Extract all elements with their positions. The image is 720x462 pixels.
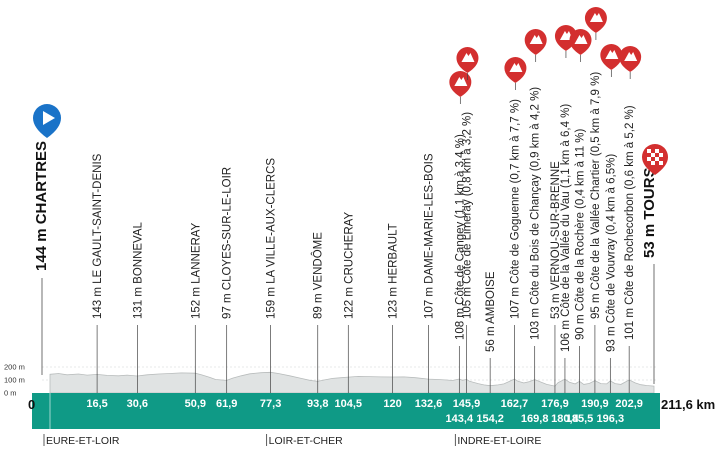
region-label: EURE-ET-LOIR — [46, 435, 120, 447]
town-label: 123 m HERBAULT — [388, 223, 400, 319]
finish-checker-square — [651, 153, 655, 157]
town-label: 89 m VENDÔME — [312, 232, 325, 319]
start-distance-label: 0 — [28, 397, 35, 412]
finish-town-label: 53 m TOURS — [641, 167, 658, 258]
climb-mountain-glyph — [559, 31, 573, 40]
finish-checker-square — [647, 149, 651, 153]
climb-label: 107 m Côte de Goguenne (0,7 km à 7,7 %) — [509, 99, 521, 319]
town-label: 97 m CLOYES-SUR-LE-LOIR — [222, 167, 234, 319]
waypoint-km-label: 77,3 — [260, 398, 281, 410]
waypoint-km-label: 176,9 — [541, 398, 569, 410]
elevation-tick-label: 0 m — [4, 389, 17, 398]
waypoint-km-label: 93,8 — [307, 398, 328, 410]
climb-label: 106 m Côte de la Vallée du Vau (1,1 km à… — [560, 104, 572, 352]
start-town-label: 144 m CHARTRES — [33, 141, 50, 271]
region-label: INDRE-ET-LOIRE — [457, 435, 541, 447]
climb-label: 101 m Côte de Rochecorbon (0,6 km à 5,2 … — [624, 105, 636, 340]
town-label: 143 m LE GAULT-SAINT-DENIS — [92, 153, 104, 319]
town-label: 152 m LANNERAY — [190, 222, 202, 319]
town-label: 53 m VERNOU-SUR-BRENNE — [550, 161, 562, 319]
waypoint-km-label: 143,4 — [446, 413, 474, 425]
waypoint-km-label: 104,5 — [335, 398, 363, 410]
waypoint-km-label: 50,9 — [185, 398, 206, 410]
start-play-triangle — [43, 111, 55, 125]
finish-checker-square — [651, 161, 655, 165]
waypoint-km-label: 61,9 — [216, 398, 237, 410]
total-distance-label: 211,6 km — [661, 397, 715, 412]
waypoint-km-label: 196,3 — [597, 413, 625, 425]
elevation-profile-area — [49, 371, 655, 394]
climb-mountain-glyph — [454, 77, 468, 86]
waypoint-km-label: 185,5 — [566, 413, 594, 425]
climb-label: 105 m Côte de Limeray (0,8 km à 3,2 %) — [461, 112, 473, 319]
waypoint-km-label: 202,9 — [615, 398, 643, 410]
climb-mountain-glyph — [461, 53, 475, 62]
finish-checker-square — [647, 157, 651, 161]
finish-checker-square — [655, 149, 659, 153]
climb-mountain-glyph — [509, 63, 523, 72]
finish-checker-square — [655, 157, 659, 161]
finish-checker-square — [659, 161, 663, 165]
town-label: 159 m LA VILLE-AUX-CLERCS — [266, 158, 278, 319]
climb-label: 108 m Côte de Cangey (1,1 km à 3,4 %) — [454, 134, 466, 340]
climb-label: 90 m Côte de la Rochère (0,4 km à 11 %) — [574, 128, 586, 340]
town-label: 122 m CRUCHERAY — [343, 212, 355, 319]
climb-mountain-glyph — [529, 35, 543, 44]
climb-mountain-glyph — [574, 35, 588, 44]
waypoint-km-label: 16,5 — [86, 398, 107, 410]
waypoint-km-label: 132,6 — [415, 398, 443, 410]
region-label: LOIR-ET-CHER — [269, 435, 344, 447]
waypoint-km-label: 162,7 — [501, 398, 529, 410]
climb-mountain-glyph — [589, 13, 603, 22]
town-label: 131 m BONNEVAL — [132, 221, 144, 319]
waypoint-km-label: 169,8 — [521, 413, 549, 425]
town-label: 56 m AMBOISE — [485, 271, 497, 352]
climb-label: 95 m Côte de la Vallée Chartier (0,5 km … — [590, 72, 602, 319]
elevation-tick-label: 100 m — [4, 376, 25, 385]
climb-label: 103 m Côte du Bois de Chançay (0,9 km à … — [530, 87, 542, 340]
waypoint-km-label: 145,9 — [453, 398, 481, 410]
waypoint-km-label: 30,6 — [127, 398, 148, 410]
distance-band — [32, 393, 660, 429]
finish-checker-square — [659, 153, 663, 157]
climb-mountain-glyph — [624, 52, 638, 61]
climb-mountain-glyph — [605, 50, 619, 59]
waypoint-km-label: 120 — [383, 398, 401, 410]
elevation-tick-label: 200 m — [4, 363, 25, 372]
waypoint-km-label: 190,9 — [581, 398, 609, 410]
waypoint-km-label: 180,4 — [551, 413, 579, 425]
town-label: 107 m DAME-MARIE-LES-BOIS — [423, 153, 435, 319]
climb-label: 93 m Côte de Vouvray (0,4 km à 6,5%) — [605, 154, 617, 352]
waypoint-km-label: 154,2 — [476, 413, 504, 425]
